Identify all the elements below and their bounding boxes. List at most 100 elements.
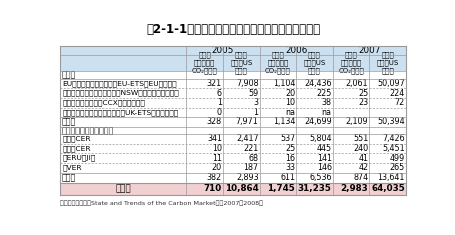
Text: 7,908: 7,908 xyxy=(236,79,258,88)
Text: 38: 38 xyxy=(322,98,332,107)
Text: 551: 551 xyxy=(353,134,368,143)
Text: 537: 537 xyxy=(280,134,295,143)
Text: 141: 141 xyxy=(317,154,332,163)
Text: 二次CER: 二次CER xyxy=(62,145,91,152)
Text: 50,097: 50,097 xyxy=(377,79,405,88)
Text: 265: 265 xyxy=(389,163,405,172)
Text: 排出枠: 排出枠 xyxy=(62,70,76,79)
Text: 20: 20 xyxy=(285,89,295,98)
Text: 5,451: 5,451 xyxy=(382,144,405,153)
Bar xyxy=(260,55,296,71)
Text: 240: 240 xyxy=(353,144,368,153)
Bar xyxy=(296,183,333,195)
Text: 221: 221 xyxy=(243,144,258,153)
Text: 25: 25 xyxy=(285,144,295,153)
Text: 321: 321 xyxy=(207,79,222,88)
Bar xyxy=(260,183,296,195)
Text: 24,699: 24,699 xyxy=(304,118,332,126)
Text: 68: 68 xyxy=(248,154,258,163)
Bar xyxy=(223,46,260,55)
Text: 1: 1 xyxy=(253,108,258,117)
Text: 1,134: 1,134 xyxy=(273,118,295,126)
Text: 0: 0 xyxy=(217,108,222,117)
Text: VER: VER xyxy=(62,164,82,171)
Bar xyxy=(187,55,223,71)
Text: 445: 445 xyxy=(317,144,332,153)
Text: 187: 187 xyxy=(243,163,258,172)
Bar xyxy=(223,55,260,71)
Text: 31,235: 31,235 xyxy=(298,184,332,193)
Text: イギリス排出量取引スキーム（UK-ETS、イギリス）: イギリス排出量取引スキーム（UK-ETS、イギリス） xyxy=(62,109,179,116)
Bar xyxy=(260,46,296,55)
Text: プロジェクトベース取引: プロジェクトベース取引 xyxy=(62,126,114,135)
Bar xyxy=(296,46,333,55)
Text: 取引量
（百万トン
CO₂換算）: 取引量 （百万トン CO₂換算） xyxy=(265,52,291,74)
Text: 2007: 2007 xyxy=(358,46,380,55)
Text: 取引額
（百万US
ドル）: 取引額 （百万US ドル） xyxy=(303,52,326,74)
Bar xyxy=(187,183,223,195)
Bar xyxy=(333,55,369,71)
Text: 10: 10 xyxy=(285,98,295,107)
Text: 表2-1-1　世界の排出量取引市場の取引量と取引額: 表2-1-1 世界の排出量取引市場の取引量と取引額 xyxy=(146,23,320,36)
Text: 382: 382 xyxy=(207,173,222,182)
Text: na: na xyxy=(285,108,295,117)
Text: 23: 23 xyxy=(358,98,368,107)
Text: ERU（JI）: ERU（JI） xyxy=(62,155,96,161)
Text: 20: 20 xyxy=(212,163,222,172)
Text: 224: 224 xyxy=(389,89,405,98)
Bar xyxy=(61,55,187,71)
Text: 64,035: 64,035 xyxy=(371,184,405,193)
Text: 328: 328 xyxy=(207,118,222,126)
Text: 小　計: 小 計 xyxy=(62,118,76,126)
Text: 41: 41 xyxy=(359,154,368,163)
Text: 取引量
（百万トン
CO₂換算）: 取引量 （百万トン CO₂換算） xyxy=(338,52,364,74)
Text: 2,109: 2,109 xyxy=(346,118,368,126)
Text: 24,436: 24,436 xyxy=(304,79,332,88)
Text: 611: 611 xyxy=(280,173,295,182)
Text: 6,536: 6,536 xyxy=(309,173,332,182)
Text: 25: 25 xyxy=(358,89,368,98)
Text: 2006: 2006 xyxy=(285,46,307,55)
Text: 5,804: 5,804 xyxy=(309,134,332,143)
Bar xyxy=(369,183,406,195)
Text: 7,426: 7,426 xyxy=(382,134,405,143)
Text: 7,971: 7,971 xyxy=(236,118,258,126)
Text: 出典：世界銀行「State and Trends of the Carbon Market」（2007、2008）: 出典：世界銀行「State and Trends of the Carbon M… xyxy=(61,200,263,206)
Text: 72: 72 xyxy=(394,98,405,107)
Text: 1,104: 1,104 xyxy=(273,79,295,88)
Text: 146: 146 xyxy=(317,163,332,172)
Text: 合　計: 合 計 xyxy=(116,184,131,193)
Text: 499: 499 xyxy=(389,154,405,163)
Text: 33: 33 xyxy=(285,163,295,172)
Text: 2,983: 2,983 xyxy=(341,184,368,193)
Bar xyxy=(296,55,333,71)
Text: 3: 3 xyxy=(253,98,258,107)
Bar xyxy=(61,46,187,55)
Text: 2,417: 2,417 xyxy=(236,134,258,143)
Text: EU域内排出量取引制度（EU-ETS、EU加盟国）: EU域内排出量取引制度（EU-ETS、EU加盟国） xyxy=(62,80,177,87)
Text: 2,061: 2,061 xyxy=(346,79,368,88)
Text: 11: 11 xyxy=(212,154,222,163)
Text: 1,745: 1,745 xyxy=(268,184,295,193)
Text: 874: 874 xyxy=(353,173,368,182)
Bar xyxy=(223,183,260,195)
Bar xyxy=(333,183,369,195)
Bar xyxy=(61,183,187,195)
Bar xyxy=(187,46,223,55)
Text: シカゴ気候取引所（CCX、アメリカ）: シカゴ気候取引所（CCX、アメリカ） xyxy=(62,99,146,106)
Text: 2,893: 2,893 xyxy=(236,173,258,182)
Text: 16: 16 xyxy=(285,154,295,163)
Text: 50,394: 50,394 xyxy=(377,118,405,126)
Text: 取引額
（百万US
ドル）: 取引額 （百万US ドル） xyxy=(377,52,399,74)
Text: 10,864: 10,864 xyxy=(225,184,258,193)
Text: ニューサウスウェールズ州（NSW、オーストラリア）: ニューサウスウェールズ州（NSW、オーストラリア） xyxy=(62,90,179,96)
Text: 10: 10 xyxy=(212,144,222,153)
Text: 710: 710 xyxy=(204,184,222,193)
Text: 225: 225 xyxy=(316,89,332,98)
Text: 341: 341 xyxy=(207,134,222,143)
Text: 2005: 2005 xyxy=(212,46,234,55)
Text: na: na xyxy=(322,108,332,117)
Bar xyxy=(333,46,369,55)
Text: 1: 1 xyxy=(217,98,222,107)
Text: 13,641: 13,641 xyxy=(378,173,405,182)
